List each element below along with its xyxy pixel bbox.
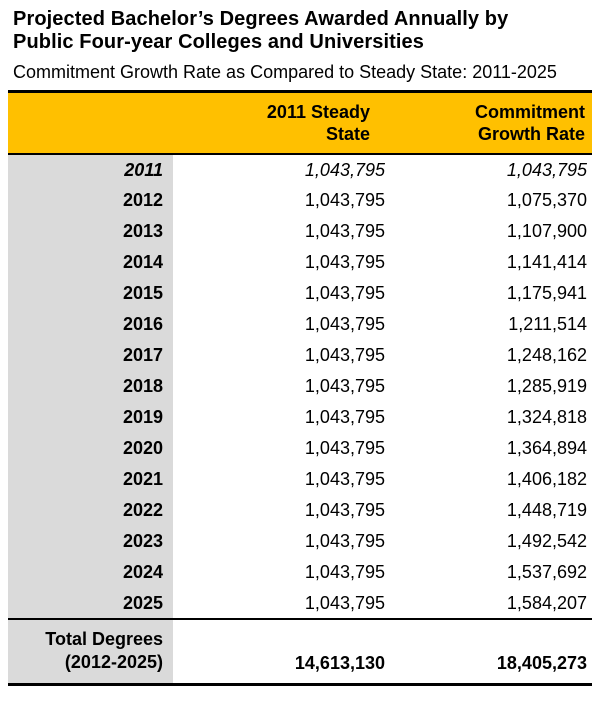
commitment-value-cell: 1,448,719 — [506, 500, 587, 520]
steady-state-value-cell: 1,043,795 — [304, 407, 385, 427]
commitment-value-cell: 1,584,207 — [506, 592, 587, 613]
year-cell: 2022 — [8, 495, 173, 526]
total-steady-state-cell: 14,613,130 — [173, 618, 403, 686]
total-label-cell: Total Degrees (2012-2025) — [8, 618, 173, 686]
year-cell: 2013 — [8, 216, 173, 247]
year-cell: 2014 — [8, 247, 173, 278]
header-year-column-cell — [8, 90, 173, 155]
year-cell: 2011 — [8, 154, 173, 185]
commitment-value-cell: 1,043,795 — [506, 159, 587, 180]
table-row: 2016 1,043,795 1,211,514 — [8, 309, 592, 340]
table-row: 2025 1,043,795 1,584,207 — [8, 588, 592, 619]
page-subtitle: Commitment Growth Rate as Compared to St… — [13, 62, 557, 82]
steady-state-value-cell: 1,043,795 — [304, 159, 385, 180]
commitment-value-cell: 1,175,941 — [506, 283, 587, 303]
table-row: 2017 1,043,795 1,248,162 — [8, 340, 592, 371]
document: Projected Bachelor’s Degrees Awarded Ann… — [8, 8, 592, 686]
steady-state-value-cell: 1,043,795 — [304, 221, 385, 241]
commitment-value-cell: 1,075,370 — [506, 190, 587, 210]
steady-state-value-cell: 1,043,795 — [304, 314, 385, 334]
table-row: 2013 1,043,795 1,107,900 — [8, 216, 592, 247]
steady-state-value-cell: 1,043,795 — [304, 438, 385, 458]
degrees-table: 2011 Steady State Commitment Growth Rate… — [8, 90, 592, 686]
steady-state-value-cell: 1,043,795 — [304, 345, 385, 365]
commitment-value-cell: 1,107,900 — [506, 221, 587, 241]
year-cell: 2018 — [8, 371, 173, 402]
year-cell: 2020 — [8, 433, 173, 464]
commitment-value-cell: 1,285,919 — [506, 376, 587, 396]
table-row: 2024 1,043,795 1,537,692 — [8, 557, 592, 588]
steady-state-value-cell: 1,043,795 — [304, 283, 385, 303]
table-row: 2021 1,043,795 1,406,182 — [8, 464, 592, 495]
year-cell: 2019 — [8, 402, 173, 433]
header-commitment-growth-cell: Commitment Growth Rate — [403, 90, 592, 155]
commitment-value-cell: 1,492,542 — [506, 531, 587, 551]
table-row: 2015 1,043,795 1,175,941 — [8, 278, 592, 309]
table-row: 2011 1,043,795 1,043,795 — [8, 154, 592, 185]
commitment-value-cell: 1,537,692 — [506, 562, 587, 582]
year-cell: 2024 — [8, 557, 173, 588]
steady-state-value-cell: 1,043,795 — [304, 190, 385, 210]
steady-state-value-cell: 1,043,795 — [304, 531, 385, 551]
year-cell: 2016 — [8, 309, 173, 340]
steady-state-value-cell: 1,043,795 — [304, 562, 385, 582]
header-row: 2011 Steady State Commitment Growth Rate — [8, 90, 592, 155]
commitment-value-cell: 1,211,514 — [508, 314, 587, 334]
commitment-value-cell: 1,406,182 — [506, 469, 587, 489]
commitment-value-cell: 1,248,162 — [506, 345, 587, 365]
year-cell: 2023 — [8, 526, 173, 557]
steady-state-value-cell: 1,043,795 — [304, 376, 385, 396]
table-row: 2019 1,043,795 1,324,818 — [8, 402, 592, 433]
steady-state-value-cell: 1,043,795 — [304, 469, 385, 489]
total-commitment-cell: 18,405,273 — [403, 618, 592, 686]
steady-state-value-cell: 1,043,795 — [304, 592, 385, 613]
table-row: 2023 1,043,795 1,492,542 — [8, 526, 592, 557]
year-cell: 2021 — [8, 464, 173, 495]
commitment-value-cell: 1,324,818 — [506, 407, 587, 427]
year-cell: 2017 — [8, 340, 173, 371]
total-row: Total Degrees (2012-2025) 14,613,130 18,… — [8, 618, 592, 686]
table-row: 2020 1,043,795 1,364,894 — [8, 433, 592, 464]
page-title-line1: Projected Bachelor’s Degrees Awarded Ann… — [13, 8, 509, 30]
page-title: Projected Bachelor’s Degrees Awarded Ann… — [13, 8, 592, 54]
table-row: 2012 1,043,795 1,075,370 — [8, 185, 592, 216]
commitment-value-cell: 1,141,414 — [506, 252, 587, 272]
page-title-line2: Public Four-year Colleges and Universiti… — [13, 31, 424, 53]
header-steady-state-cell: 2011 Steady State — [173, 90, 403, 155]
table-row: 2018 1,043,795 1,285,919 — [8, 371, 592, 402]
year-cell: 2012 — [8, 185, 173, 216]
commitment-value-cell: 1,364,894 — [506, 438, 587, 458]
year-cell: 2025 — [8, 588, 173, 619]
table-row: 2022 1,043,795 1,448,719 — [8, 495, 592, 526]
steady-state-value-cell: 1,043,795 — [304, 252, 385, 272]
table-row: 2014 1,043,795 1,141,414 — [8, 247, 592, 278]
year-cell: 2015 — [8, 278, 173, 309]
steady-state-value-cell: 1,043,795 — [304, 500, 385, 520]
